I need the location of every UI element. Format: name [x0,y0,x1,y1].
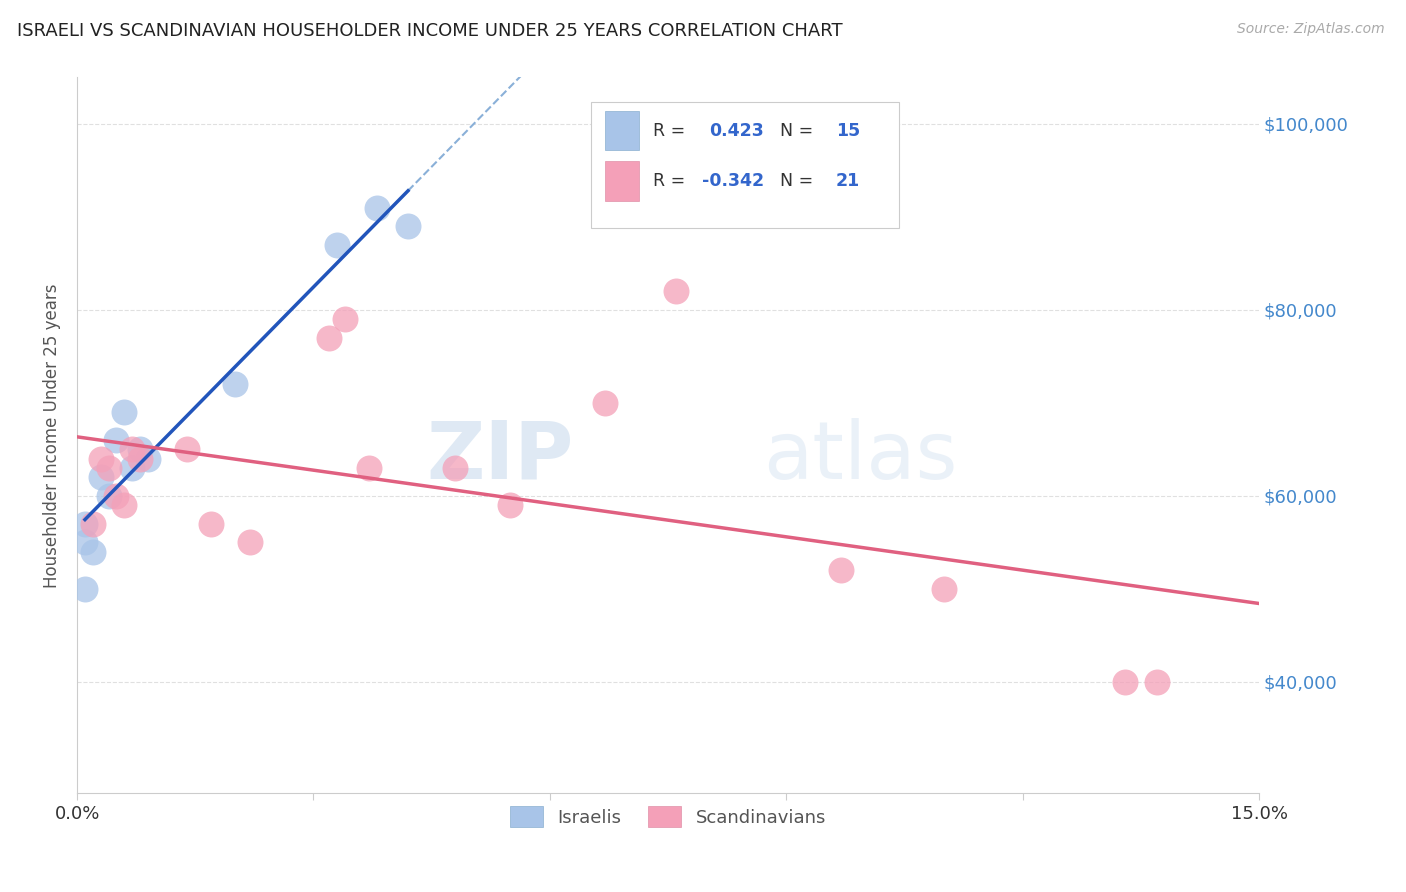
Point [105,433,128,447]
Point [224,377,246,392]
Legend: Israelis, Scandinavians: Israelis, Scandinavians [503,799,832,834]
Point [366,201,388,215]
Point [97,461,120,475]
Text: R =: R = [652,122,690,140]
Text: 21: 21 [837,172,860,190]
Point [318,331,340,345]
Text: N =: N = [780,172,820,190]
Y-axis label: Householder Income Under 25 years: Householder Income Under 25 years [44,283,60,588]
Point [499,498,522,512]
Point [830,563,852,577]
Point [90,470,112,484]
Point [665,285,688,299]
Point [129,442,152,457]
Point [1146,674,1168,689]
Point [82,544,104,558]
Text: 0.423: 0.423 [710,122,765,140]
Text: N =: N = [780,122,820,140]
Point [112,498,135,512]
Point [97,489,120,503]
FancyBboxPatch shape [606,161,638,201]
Point [1114,674,1136,689]
Point [82,516,104,531]
Point [136,451,159,466]
Point [357,461,380,475]
Point [932,582,955,596]
Point [73,535,96,549]
Point [326,237,349,252]
Text: 15: 15 [837,122,860,140]
Text: atlas: atlas [762,417,957,496]
Point [333,312,356,326]
Point [593,396,616,410]
Point [121,442,143,457]
Point [112,405,135,419]
Point [396,219,419,234]
Text: ISRAELI VS SCANDINAVIAN HOUSEHOLDER INCOME UNDER 25 YEARS CORRELATION CHART: ISRAELI VS SCANDINAVIAN HOUSEHOLDER INCO… [17,22,842,40]
Text: -0.342: -0.342 [703,172,765,190]
Point [90,451,112,466]
Point [73,582,96,596]
Point [121,461,143,475]
Point [129,451,152,466]
Point [105,489,128,503]
FancyBboxPatch shape [606,112,638,151]
Point [200,516,222,531]
Text: Source: ZipAtlas.com: Source: ZipAtlas.com [1237,22,1385,37]
Point [444,461,467,475]
Point [73,516,96,531]
FancyBboxPatch shape [592,103,898,227]
Text: R =: R = [652,172,690,190]
Point [239,535,262,549]
Point [176,442,198,457]
Text: ZIP: ZIP [426,417,574,496]
